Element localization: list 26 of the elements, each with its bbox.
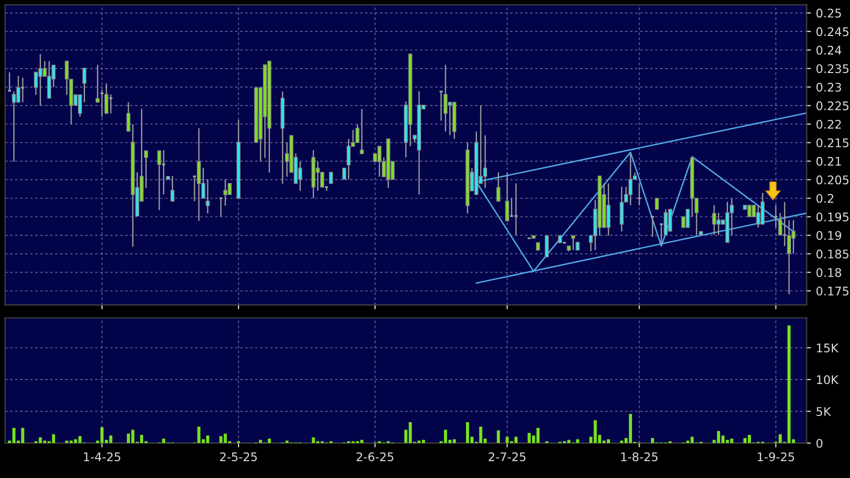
y-tick-label: 0.225 xyxy=(816,101,848,110)
y-tick-label: 15K xyxy=(816,344,839,352)
y-tick-label: 0.24 xyxy=(816,46,842,55)
y-tick-label: 0.215 xyxy=(816,138,848,148)
y-tick-label: 0.205 xyxy=(816,175,848,184)
y-tick-label: 0.19 xyxy=(816,231,842,240)
y-tick-label: 0.23 xyxy=(816,82,842,92)
y-tick-label: 0.2 xyxy=(816,194,834,203)
y-tick-label: 0.185 xyxy=(816,250,848,258)
y-tick-label: 0.195 xyxy=(816,212,848,222)
x-tick-label: 2-7-25 xyxy=(488,452,526,462)
x-tick-label: 1-8-25 xyxy=(621,452,658,462)
y-tick-label: 0.21 xyxy=(816,156,841,166)
y-tick-label: 0 xyxy=(816,438,822,448)
y-tick-label: 0.245 xyxy=(816,27,848,36)
x-tick-label: 1-4-25 xyxy=(84,452,120,462)
y-tick-label: 0.18 xyxy=(816,268,842,278)
x-tick-label: 2-6-25 xyxy=(356,452,394,462)
y-tick-label: 0.235 xyxy=(816,64,848,74)
y-tick-label: 0.22 xyxy=(816,120,841,129)
x-tick-label: 2-5-25 xyxy=(220,452,257,462)
y-tick-label: 5K xyxy=(816,407,832,416)
y-tick-label: 10K xyxy=(816,375,839,384)
y-tick-label: 0.25 xyxy=(816,8,841,18)
y-tick-label: 0.175 xyxy=(816,286,848,296)
x-tick-label: 1-9-25 xyxy=(758,452,794,462)
